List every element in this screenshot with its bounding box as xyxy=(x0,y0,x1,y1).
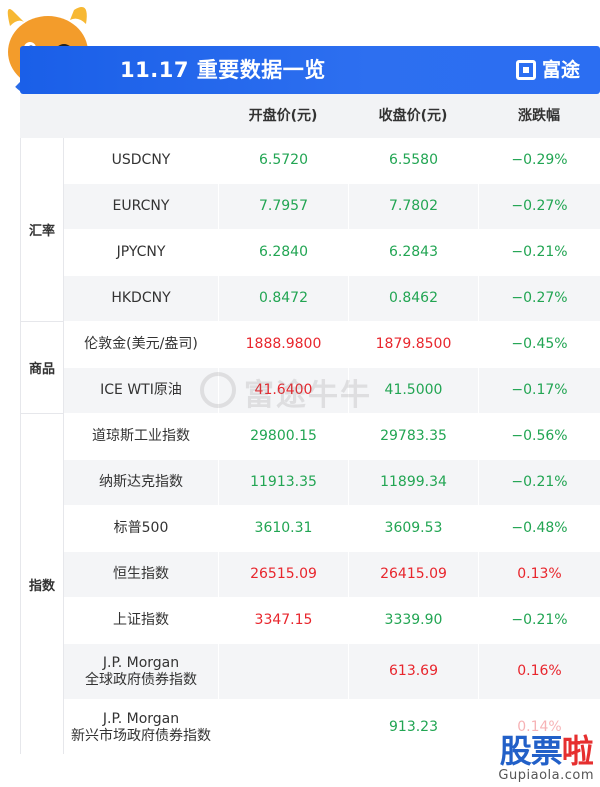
corner-url: Gupiaola.com xyxy=(498,768,594,783)
row-close: 11899.34 xyxy=(348,460,478,505)
row-open: 11913.35 xyxy=(218,460,348,505)
corner-logo-a: 股票 xyxy=(499,732,563,770)
corner-logo: 股票啦 Gupiaola.com xyxy=(498,734,594,783)
table-row: 纳斯达克指数 11913.35 11899.34 −0.21% xyxy=(64,460,600,506)
row-name: J.P. Morgan 新兴市场政府债券指数 xyxy=(64,700,218,755)
row-name: 上证指数 xyxy=(113,612,169,628)
row-close: 3609.53 xyxy=(348,506,478,551)
group-label-fx: 汇率 xyxy=(20,138,64,322)
table-row: 恒生指数 26515.09 26415.09 0.13% xyxy=(64,552,600,598)
page-header: 11.17 重要数据一览 富途 xyxy=(20,46,600,94)
row-name-line1: J.P. Morgan xyxy=(102,710,180,727)
row-close: 3339.90 xyxy=(348,598,478,643)
row-close: 6.5580 xyxy=(348,138,478,183)
row-open: 3347.15 xyxy=(218,598,348,643)
row-name: USDCNY xyxy=(111,152,171,168)
row-close: 1879.8500 xyxy=(348,322,478,367)
row-name: EURCNY xyxy=(64,184,218,229)
row-open xyxy=(218,644,348,699)
row-change: 0.16% xyxy=(478,644,600,699)
row-name: 恒生指数 xyxy=(64,552,218,597)
row-open: 6.2840 xyxy=(218,230,348,275)
row-change: −0.27% xyxy=(478,184,600,229)
column-change: 涨跌幅 xyxy=(518,108,560,124)
row-name: 标普500 xyxy=(113,520,169,536)
row-name-line2: 新兴市场政府债券指数 xyxy=(71,727,211,744)
row-close: 7.7802 xyxy=(348,184,478,229)
corner-logo-b: 啦 xyxy=(561,732,594,770)
table-row: 上证指数 3347.15 3339.90 −0.21% xyxy=(64,598,600,644)
row-name: 伦敦金(美元/盎司) xyxy=(84,336,198,352)
row-open xyxy=(218,700,348,755)
row-change: −0.21% xyxy=(478,460,600,505)
row-change: −0.56% xyxy=(478,414,600,459)
futu-logo-icon xyxy=(515,60,536,80)
row-open: 29800.15 xyxy=(218,414,348,459)
table-row: 标普500 3610.31 3609.53 −0.48% xyxy=(64,506,600,552)
table-row: HKDCNY 0.8472 0.8462 −0.27% xyxy=(64,276,600,322)
row-name: 纳斯达克指数 xyxy=(64,460,218,505)
column-header-row: 开盘价(元) 收盘价(元) 涨跌幅 xyxy=(20,94,600,138)
row-open: 0.8472 xyxy=(218,276,348,321)
row-close: 29783.35 xyxy=(348,414,478,459)
table-row: EURCNY 7.7957 7.7802 −0.27% xyxy=(64,184,600,230)
row-close: 913.23 xyxy=(348,700,478,755)
column-open: 开盘价(元) xyxy=(248,108,318,124)
row-open: 6.5720 xyxy=(218,138,348,183)
row-change: −0.29% xyxy=(478,138,600,183)
row-close: 6.2843 xyxy=(348,230,478,275)
row-change: −0.27% xyxy=(478,276,600,321)
table-row: USDCNY 6.5720 6.5580 −0.29% xyxy=(64,138,600,184)
row-change: −0.45% xyxy=(478,322,600,367)
column-close: 收盘价(元) xyxy=(378,108,448,124)
table-row: JPYCNY 6.2840 6.2843 −0.21% xyxy=(64,230,600,276)
row-open: 1888.9800 xyxy=(218,322,348,367)
row-name: 道琼斯工业指数 xyxy=(92,428,190,444)
row-change: −0.21% xyxy=(478,230,600,275)
row-change: 0.13% xyxy=(478,552,600,597)
row-close: 26415.09 xyxy=(348,552,478,597)
row-name: JPYCNY xyxy=(116,244,166,260)
row-name-line2: 全球政府债券指数 xyxy=(85,671,197,688)
group-label-index: 指数 xyxy=(20,414,64,754)
page-title: 11.17 重要数据一览 xyxy=(120,58,326,82)
row-close: 613.69 xyxy=(348,644,478,699)
row-open: 7.7957 xyxy=(218,184,348,229)
row-name: HKDCNY xyxy=(64,276,218,321)
brand-name: 富途 xyxy=(541,59,580,81)
row-close: 0.8462 xyxy=(348,276,478,321)
table-row: J.P. Morgan 新兴市场政府债券指数 913.23 0.14% xyxy=(64,700,600,756)
row-open: 3610.31 xyxy=(218,506,348,551)
row-open: 26515.09 xyxy=(218,552,348,597)
table-row: ICE WTI原油 41.6400 41.5000 −0.17% xyxy=(64,368,600,414)
table-row: J.P. Morgan 全球政府债券指数 613.69 0.16% xyxy=(64,644,600,700)
row-open: 41.6400 xyxy=(218,368,348,413)
group-label-commodity: 商品 xyxy=(20,322,64,414)
row-close: 41.5000 xyxy=(348,368,478,413)
table-row: 伦敦金(美元/盎司) 1888.9800 1879.8500 −0.45% xyxy=(64,322,600,368)
row-change: −0.17% xyxy=(478,368,600,413)
row-change: −0.48% xyxy=(478,506,600,551)
table-row: 道琼斯工业指数 29800.15 29783.35 −0.56% xyxy=(64,414,600,460)
row-change: −0.21% xyxy=(478,598,600,643)
row-name: ICE WTI原油 xyxy=(64,368,218,413)
brand-logo: 富途 xyxy=(515,46,580,94)
corner-logo-mark: 股票啦 xyxy=(498,734,594,768)
watermark-logo-icon xyxy=(200,372,236,408)
row-name-line1: J.P. Morgan xyxy=(102,654,180,671)
row-change: 0.14% xyxy=(478,700,600,755)
row-name: J.P. Morgan 全球政府债券指数 xyxy=(64,644,218,699)
